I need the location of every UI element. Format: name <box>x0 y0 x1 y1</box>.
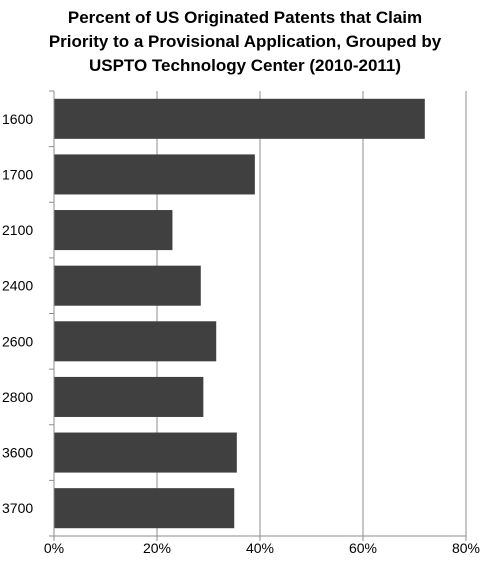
bar-3600 <box>54 432 237 473</box>
bar-2400 <box>54 265 201 306</box>
category-label: 2100 <box>2 222 33 238</box>
bar-2100 <box>54 210 173 251</box>
x-tick-label: 0% <box>44 540 64 556</box>
chart-title-line-2: Priority to a Provisional Application, G… <box>48 32 442 51</box>
x-tick-label: 20% <box>143 540 171 556</box>
chart-title-line-1: Percent of US Originated Patents that Cl… <box>67 8 423 27</box>
axis-labels: 0% 20% 40% 60% 80% 1600 1700 2100 2400 2600 2800 36… <box>2 111 480 556</box>
category-label: 3600 <box>2 445 33 461</box>
chart-title-line-3: USPTO Technology Center (2010-2011) <box>88 56 402 75</box>
x-tick-label: 60% <box>349 540 377 556</box>
bar-1700 <box>54 154 255 195</box>
axes <box>49 90 467 541</box>
category-label: 1600 <box>2 111 33 127</box>
category-label: 1700 <box>2 166 33 182</box>
category-label: 2800 <box>2 389 33 405</box>
bar-2800 <box>54 376 204 417</box>
x-tick-label: 40% <box>246 540 274 556</box>
category-label: 2600 <box>2 333 33 349</box>
bars <box>54 98 425 529</box>
x-tick-label: 80% <box>452 540 480 556</box>
chart-title: Percent of US Originated Patents that Cl… <box>0 6 490 78</box>
bar-1600 <box>54 98 425 139</box>
category-label: 2400 <box>2 278 33 294</box>
bar-3700 <box>54 488 235 529</box>
category-label: 3700 <box>2 500 33 516</box>
bar-2600 <box>54 321 217 362</box>
